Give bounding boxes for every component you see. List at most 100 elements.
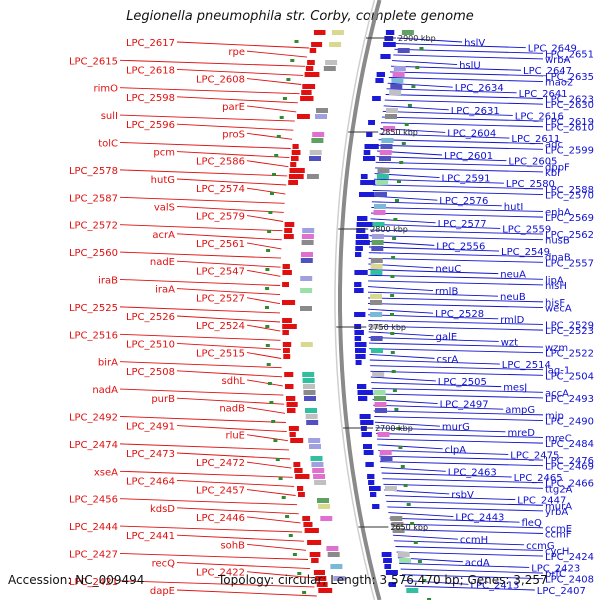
label-connector-line [377, 144, 544, 150]
minus-strand-gene-label: LPC_2598 [126, 93, 175, 104]
gc-marker [417, 560, 422, 563]
minus-strand-gene-mark [283, 234, 294, 239]
plus-strand-gene-mark [357, 216, 368, 221]
cog-category-mark [392, 528, 405, 533]
cog-category-mark [315, 114, 327, 119]
plus-strand-gene-label: LPC_2529 [545, 321, 594, 332]
plus-strand-gene-mark [355, 252, 362, 257]
plus-strand-gene-label: rmlB [435, 287, 458, 298]
cog-category-mark [310, 456, 323, 461]
plus-strand-gene-mark [364, 144, 379, 149]
minus-strand-gene-mark [309, 48, 317, 53]
label-connector-line [393, 54, 544, 60]
cog-category-mark [370, 324, 383, 329]
label-connector-line [368, 252, 544, 258]
label-connector-line [369, 353, 435, 359]
cog-category-mark [371, 240, 384, 245]
genome-backbone [338, 0, 382, 600]
plus-strand-gene-mark [381, 552, 392, 557]
cog-category-mark [305, 408, 317, 413]
plus-strand-gene-label: lag-1 [545, 366, 570, 377]
minus-strand-gene-label: LPC_2421 [69, 577, 118, 588]
plus-strand-gene-label: LPC_2562 [545, 230, 594, 241]
plus-strand-gene-label: LPC_2605 [508, 157, 557, 168]
cog-category-mark [300, 288, 313, 293]
minus-strand-gene-label: LPC_2547 [196, 266, 245, 277]
cog-category-mark [401, 30, 414, 35]
minus-strand-gene-mark [302, 84, 316, 89]
cog-category-mark [390, 84, 403, 89]
plus-strand-gene-mark [384, 564, 392, 569]
label-connector-line [368, 280, 544, 286]
plus-strand-gene-mark [380, 54, 391, 59]
minus-strand-gene-label: pcm [153, 148, 175, 159]
cog-category-mark [371, 246, 384, 251]
label-connector-line [375, 161, 544, 167]
plus-strand-gene-mark [363, 150, 371, 155]
label-connector-line [391, 529, 544, 534]
label-connector-line [368, 246, 500, 252]
minus-strand-gene-label: LPC_2492 [69, 413, 118, 424]
minus-strand-gene-label: nadA [92, 385, 118, 396]
cog-category-mark [329, 42, 342, 47]
label-connector-line [176, 178, 287, 186]
label-connector-line [246, 516, 301, 524]
label-connector-line [119, 114, 295, 122]
cog-category-mark [311, 462, 324, 467]
gc-marker [294, 40, 299, 43]
label-connector-line [119, 470, 293, 478]
kbp-tick-label: 2700 kbp [375, 424, 413, 433]
kbp-tick-label: 2850 kbp [380, 128, 418, 137]
gc-marker [392, 237, 397, 240]
gc-marker [271, 420, 276, 423]
cog-category-mark [380, 456, 393, 461]
plus-strand-gene-label: LPC_2588 [545, 185, 594, 196]
plus-strand-gene-mark [357, 384, 367, 389]
plus-strand-gene-label: clpA [445, 445, 467, 456]
label-connector-line [383, 105, 449, 111]
label-connector-line [368, 269, 499, 275]
gc-marker [427, 598, 432, 600]
gc-marker [270, 192, 274, 195]
plus-strand-gene-label: LPC_2634 [455, 83, 504, 94]
plus-strand-gene-mark [372, 504, 380, 509]
plus-strand-gene-label: LPC_2463 [448, 467, 497, 478]
cog-category-mark [372, 372, 385, 377]
minus-strand-gene-mark [301, 90, 312, 95]
minus-strand-gene-label: LPC_2515 [196, 349, 245, 360]
minus-strand-gene-label: valS [154, 202, 175, 213]
cog-category-mark [375, 408, 387, 413]
minus-strand-gene-label: LPC_2596 [126, 120, 175, 131]
label-connector-line [386, 88, 517, 94]
label-connector-line [176, 288, 281, 296]
gc-marker [404, 123, 409, 126]
label-connector-line [368, 274, 544, 280]
plus-strand-gene-mark [356, 222, 373, 227]
label-connector-line [176, 315, 281, 323]
label-connector-line [378, 449, 509, 455]
plus-strand-gene-label: LPC_2601 [444, 151, 493, 162]
plus-strand-gene-label: dppF [545, 162, 570, 173]
minus-strand-gene-mark [298, 492, 305, 497]
plus-strand-gene-mark [385, 30, 395, 35]
plus-strand-gene-label: LPC_2611 [511, 134, 560, 145]
minus-strand-gene-mark [300, 96, 314, 101]
plus-strand-gene-label: LPC_2424 [545, 552, 594, 563]
gc-marker [393, 218, 398, 221]
minus-strand-gene-mark [311, 42, 323, 47]
cog-category-mark [393, 66, 406, 71]
label-connector-line [403, 579, 469, 585]
label-connector-line [368, 320, 544, 325]
label-connector-line [367, 286, 434, 292]
minus-strand-gene-mark [303, 522, 313, 527]
cog-category-mark [306, 174, 319, 179]
minus-strand-gene-mark [284, 372, 294, 377]
label-connector-line [367, 303, 544, 308]
cog-category-mark [381, 138, 394, 143]
minus-strand-gene-label: rluE [225, 431, 245, 442]
label-connector-line [119, 553, 309, 560]
gc-marker [265, 344, 270, 347]
label-connector-line [367, 297, 544, 303]
minus-strand-gene-label: LPC_2446 [196, 513, 245, 524]
gc-marker [396, 427, 401, 430]
